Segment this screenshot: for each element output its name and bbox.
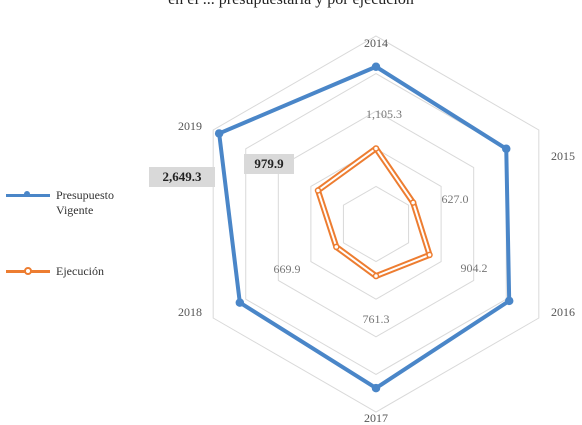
data-label: 904.2	[461, 261, 488, 275]
series-line-presupuesto	[217, 64, 512, 391]
data-label: 979.9	[254, 156, 284, 171]
grid-ring	[342, 185, 410, 263]
data-label: 761.3	[363, 312, 390, 326]
data-point	[409, 199, 417, 206]
category-label: 2019	[178, 119, 202, 133]
data-point	[426, 251, 433, 259]
data-point	[371, 383, 381, 393]
category-label: 2016	[551, 305, 575, 319]
radar-grid	[212, 35, 540, 413]
data-point	[333, 243, 340, 251]
chart-title: en el ... presupuestaria y por ejecución	[0, 0, 582, 9]
grid-ring	[310, 148, 442, 300]
data-label: 627.0	[442, 192, 469, 206]
data-point	[504, 296, 514, 306]
data-label: 2,649.3	[163, 169, 203, 184]
data-point	[314, 187, 322, 194]
legend-marker	[24, 191, 30, 197]
category-label: 2014	[364, 36, 388, 50]
data-point	[235, 298, 245, 307]
series-line-ejecucion-outer	[314, 145, 433, 280]
legend-label: Presupuesto Vigente	[56, 188, 114, 217]
data-label: 1,105.3	[366, 107, 402, 121]
data-label-box	[149, 167, 215, 187]
grid-ring	[277, 110, 475, 338]
legend-label: Ejecución	[56, 264, 104, 278]
radar-series	[214, 62, 514, 393]
radar-labels: 2014 2015 2016 2017 2018 2019 2,649.3 1,105.3 62…	[149, 36, 575, 425]
category-label: 2017	[364, 411, 388, 425]
data-point	[502, 144, 511, 154]
data-point	[371, 62, 381, 72]
category-label: 2015	[551, 149, 575, 163]
data-point	[372, 145, 380, 152]
series-line-ejecucion-inner	[316, 147, 431, 278]
legend-marker	[24, 267, 32, 275]
grid-ring	[212, 35, 540, 413]
data-point	[372, 272, 380, 280]
data-label: 669.9	[274, 262, 301, 276]
data-label-box	[244, 154, 294, 174]
category-label: 2018	[178, 305, 202, 319]
data-point	[214, 129, 224, 138]
